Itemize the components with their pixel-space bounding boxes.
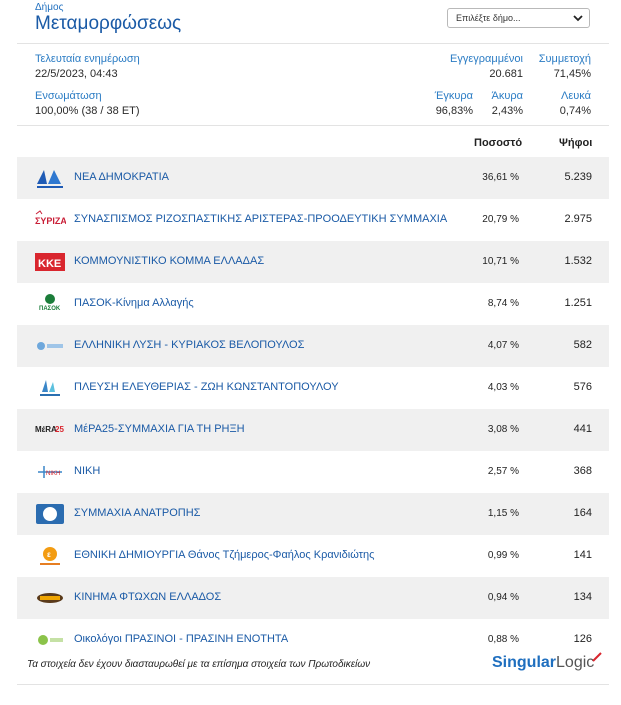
- party-name[interactable]: ΚΙΝΗΜΑ ΦΤΩΧΩΝ ΕΛΛΑΔΟΣ: [74, 591, 222, 603]
- party-votes: 141: [573, 549, 592, 561]
- party-votes: 1.532: [564, 255, 592, 267]
- turnout-value: 71,45%: [553, 68, 591, 80]
- party-percent: 0,99 %: [487, 550, 519, 561]
- party-name[interactable]: ΜέΡΑ25-ΣΥΜΜΑΧΙΑ ΓΙΑ ΤΗ ΡΗΞΗ: [74, 423, 245, 435]
- valid-label: Έγκυρα: [434, 90, 473, 102]
- party-percent: 4,07 %: [487, 340, 519, 351]
- party-votes: 576: [573, 381, 592, 393]
- party-percent: 2,57 %: [487, 466, 519, 477]
- anatropi-logo: [34, 502, 66, 526]
- brand-mark-icon: [592, 652, 602, 662]
- footer-divider: [17, 684, 609, 685]
- svg-text:MέRA: MέRA: [35, 425, 57, 434]
- table-row[interactable]: ΝΙΚΗ ΝΙΚΗ 2,57 % 368: [17, 451, 609, 493]
- table-row[interactable]: ΣΥΜΜΑΧΙΑ ΑΝΑΤΡΟΠΗΣ 1,15 % 164: [17, 493, 609, 535]
- plefsi-logo: [34, 376, 66, 400]
- svg-text:ε: ε: [47, 550, 51, 559]
- party-name[interactable]: ΠΑΣΟΚ-Κίνημα Αλλαγής: [74, 297, 194, 309]
- ethniki-dimiourgia-logo: ε: [34, 544, 66, 568]
- table-row[interactable]: ΚΙΝΗΜΑ ΦΤΩΧΩΝ ΕΛΛΑΔΟΣ 0,94 % 134: [17, 577, 609, 619]
- table-row[interactable]: MέRA 25 ΜέΡΑ25-ΣΥΜΜΑΧΙΑ ΓΙΑ ΤΗ ΡΗΞΗ 3,08 % 4…: [17, 409, 609, 451]
- mera25-logo: MέRA 25: [34, 418, 66, 442]
- party-votes: 582: [573, 339, 592, 351]
- header: Δήμος Μεταμορφώσεως Επιλέξτε δήμο...: [0, 0, 621, 44]
- table-row[interactable]: ΝΕΑ ΔΗΜΟΚΡΑΤΙΑ 36,61 % 5.239: [17, 157, 609, 199]
- svg-text:25: 25: [55, 425, 64, 434]
- pasok-logo: ΠΑΣΟΚ: [34, 292, 66, 316]
- column-header-votes: Ψήφοι: [559, 137, 593, 149]
- party-percent: 8,74 %: [487, 298, 519, 309]
- registered-label: Εγγεγραμμένοι: [450, 53, 523, 65]
- column-header-percent: Ποσοστό: [474, 137, 523, 149]
- invalid-value: 2,43%: [491, 105, 523, 117]
- party-votes: 134: [573, 591, 592, 603]
- last-update-value: 22/5/2023, 04:43: [35, 68, 118, 80]
- svg-text:ΣΥΡΙΖΑ: ΣΥΡΙΖΑ: [35, 216, 66, 226]
- kinima-ftoxon-logo: [34, 586, 66, 610]
- table-row[interactable]: ΚΚΕ ΚΟΜΜΟΥΝΙΣΤΙΚΟ ΚΟΜΜΑ ΕΛΛΑΔΑΣ 10,71 % 1.5…: [17, 241, 609, 283]
- party-name[interactable]: ΝΙΚΗ: [74, 465, 101, 477]
- singularlogic-logo: SingularLogic: [492, 652, 602, 678]
- party-votes: 2.975: [564, 213, 592, 225]
- municipality-select[interactable]: Επιλέξτε δήμο...: [447, 8, 590, 28]
- syriza-logo: ΣΥΡΙΖΑ: [34, 208, 67, 232]
- nd-logo: [34, 166, 66, 190]
- svg-text:ΚΚΕ: ΚΚΕ: [38, 258, 61, 270]
- brand-part-logic: Logic: [556, 654, 595, 671]
- party-percent: 0,88 %: [487, 634, 519, 645]
- party-name[interactable]: ΠΛΕΥΣΗ ΕΛΕΥΘΕΡΙΑΣ - ΖΩΗ ΚΩΝΣΤΑΝΤΟΠΟΥΛΟΥ: [74, 381, 339, 393]
- header-divider: [17, 43, 609, 44]
- elliniki-lysi-logo: [34, 334, 66, 358]
- party-name[interactable]: ΣΥΜΜΑΧΙΑ ΑΝΑΤΡΟΠΗΣ: [74, 507, 201, 519]
- disclaimer-note: Τα στοιχεία δεν έχουν διασταυρωθεί με τα…: [27, 659, 371, 670]
- table-row[interactable]: ΣΥΡΙΖΑ ΣΥΝΑΣΠΙΣΜΟΣ ΡΙΖΟΣΠΑΣΤΙΚΗΣ ΑΡΙΣΤΕΡΑ…: [17, 199, 609, 241]
- stats-divider: [17, 125, 609, 126]
- chevron-down-icon: [573, 15, 583, 22]
- brand-part-singular: Singular: [492, 654, 557, 671]
- municipality-title: Μεταμορφώσεως: [35, 13, 182, 34]
- integration-label: Ενσωμάτωση: [35, 90, 102, 102]
- registered-value: 20.681: [489, 68, 523, 80]
- svg-text:ΠΑΣΟΚ: ΠΑΣΟΚ: [39, 306, 61, 312]
- party-name[interactable]: ΕΘΝΙΚΗ ΔΗΜΙΟΥΡΓΙΑ Θάνος Τζήμερος-Φαήλος …: [74, 549, 375, 561]
- party-percent: 3,08 %: [487, 424, 519, 435]
- party-percent: 1,15 %: [487, 508, 519, 519]
- party-votes: 441: [573, 423, 592, 435]
- invalid-label: Άκυρα: [491, 90, 523, 102]
- table-row[interactable]: Οικολόγοι ΠΡΑΣΙΝΟΙ - ΠΡΑΣΙΝΗ ΕΝΟΤΗΤΑ 0,88…: [17, 619, 609, 661]
- blank-label: Λευκά: [561, 90, 591, 102]
- party-percent: 10,71 %: [482, 256, 519, 267]
- niki-logo: ΝΙΚΗ: [34, 460, 66, 484]
- integration-value: 100,00% (38 / 38 ΕΤ): [35, 105, 140, 117]
- party-name[interactable]: ΕΛΛΗΝΙΚΗ ΛΥΣΗ - ΚΥΡΙΑΚΟΣ ΒΕΛΟΠΟΥΛΟΣ: [74, 339, 305, 351]
- municipality-select-value: Επιλέξτε δήμο...: [456, 13, 521, 23]
- turnout-label: Συμμετοχή: [538, 53, 591, 65]
- table-row[interactable]: ΕΛΛΗΝΙΚΗ ΛΥΣΗ - ΚΥΡΙΑΚΟΣ ΒΕΛΟΠΟΥΛΟΣ 4,07 …: [17, 325, 609, 367]
- municipality-label: Δήμος: [35, 2, 64, 13]
- table-row[interactable]: ΠΑΣΟΚ ΠΑΣΟΚ-Κίνημα Αλλαγής 8,74 % 1.251: [17, 283, 609, 325]
- kke-logo: ΚΚΕ: [34, 250, 66, 274]
- party-name[interactable]: ΝΕΑ ΔΗΜΟΚΡΑΤΙΑ: [74, 171, 169, 183]
- last-update-label: Τελευταία ενημέρωση: [35, 53, 140, 65]
- party-percent: 20,79 %: [482, 214, 519, 225]
- party-votes: 164: [573, 507, 592, 519]
- party-votes: 126: [573, 633, 592, 645]
- party-percent: 4,03 %: [487, 382, 519, 393]
- party-percent: 36,61 %: [482, 172, 519, 183]
- party-votes: 1.251: [564, 297, 592, 309]
- party-votes: 368: [573, 465, 592, 477]
- party-name[interactable]: Οικολόγοι ΠΡΑΣΙΝΟΙ - ΠΡΑΣΙΝΗ ΕΝΟΤΗΤΑ: [74, 633, 289, 645]
- table-row[interactable]: ε ΕΘΝΙΚΗ ΔΗΜΙΟΥΡΓΙΑ Θάνος Τζήμερος-Φαήλος…: [17, 535, 609, 577]
- party-name[interactable]: ΣΥΝΑΣΠΙΣΜΟΣ ΡΙΖΟΣΠΑΣΤΙΚΗΣ ΑΡΙΣΤΕΡΑΣ-ΠΡΟΟ…: [74, 213, 448, 225]
- party-votes: 5.239: [564, 171, 592, 183]
- svg-text:ΝΙΚΗ: ΝΙΚΗ: [46, 471, 60, 477]
- party-percent: 0,94 %: [487, 592, 519, 603]
- party-name[interactable]: ΚΟΜΜΟΥΝΙΣΤΙΚΟ ΚΟΜΜΑ ΕΛΛΑΔΑΣ: [74, 255, 265, 267]
- valid-value: 96,83%: [435, 105, 473, 117]
- table-row[interactable]: ΠΛΕΥΣΗ ΕΛΕΥΘΕΡΙΑΣ - ΖΩΗ ΚΩΝΣΤΑΝΤΟΠΟΥΛΟΥ 4…: [17, 367, 609, 409]
- oikologoi-logo: [34, 628, 66, 652]
- blank-value: 0,74%: [559, 105, 591, 117]
